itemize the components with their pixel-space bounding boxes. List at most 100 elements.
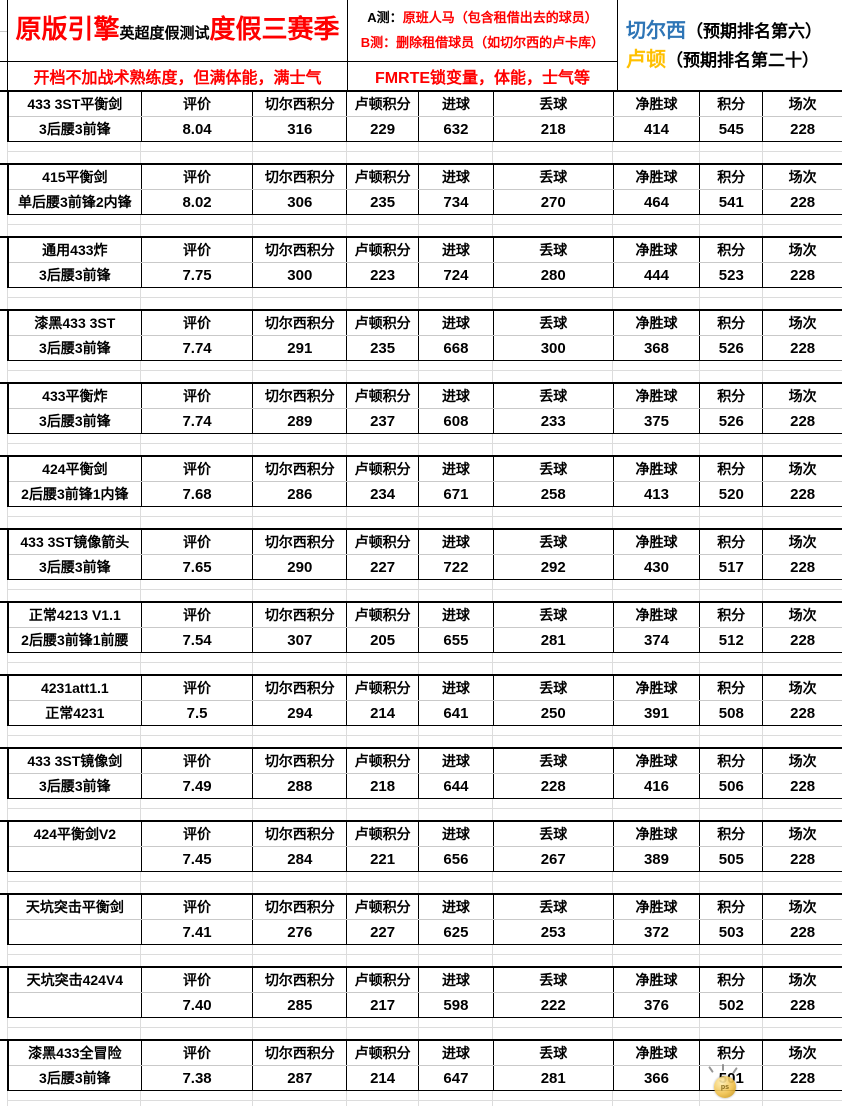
rating-cell[interactable]: 7.38 [142, 1066, 254, 1090]
chelsea-points-cell[interactable]: 276 [253, 920, 348, 944]
rating-cell[interactable]: 7.75 [142, 263, 254, 287]
luton-points-cell[interactable]: 235 [347, 190, 420, 214]
col-header-goal-diff[interactable]: 净胜球 [614, 822, 701, 846]
goal-diff-cell[interactable]: 389 [614, 847, 701, 871]
col-header-goals-for[interactable]: 进球 [419, 676, 494, 700]
goals-against-cell[interactable]: 228 [494, 774, 614, 798]
goals-for-cell[interactable]: 722 [419, 555, 494, 579]
points-cell[interactable]: 520 [700, 482, 764, 506]
goals-for-cell[interactable]: 655 [419, 628, 494, 652]
formation-cell[interactable]: 正常4231 [9, 701, 142, 725]
col-header-rating[interactable]: 评价 [142, 968, 254, 992]
col-header-points[interactable]: 积分 [700, 749, 764, 773]
col-header-matches[interactable]: 场次 [788, 1045, 817, 1061]
goals-against-cell[interactable]: 292 [494, 555, 614, 579]
col-header-luton-points[interactable]: 卢顿积分 [347, 676, 420, 700]
col-header-matches[interactable]: 场次 [788, 826, 817, 842]
points-cell[interactable]: 503 [700, 920, 764, 944]
col-header-matches[interactable]: 场次 [788, 680, 817, 696]
col-header-rating[interactable]: 评价 [142, 92, 254, 116]
col-header-matches[interactable]: 场次 [788, 899, 817, 915]
col-header-chelsea-points[interactable]: 切尔西积分 [253, 603, 348, 627]
col-header-rating[interactable]: 评价 [142, 895, 254, 919]
goal-diff-cell[interactable]: 464 [614, 190, 701, 214]
matches-cell[interactable]: 228 [790, 1069, 816, 1087]
col-header-rating[interactable]: 评价 [142, 311, 254, 335]
col-header-points[interactable]: 积分 [700, 457, 764, 481]
col-header-matches[interactable]: 场次 [788, 972, 817, 988]
chelsea-points-cell[interactable]: 294 [253, 701, 348, 725]
tactic-name-cell[interactable]: 4231att1.1 [9, 676, 142, 700]
goals-for-cell[interactable]: 641 [419, 701, 494, 725]
title-cell[interactable]: 原版引擎 英超度假测试 度假三赛季 [8, 0, 347, 61]
chelsea-points-cell[interactable]: 286 [253, 482, 348, 506]
col-header-points[interactable]: 积分 [700, 1041, 764, 1065]
col-header-matches[interactable]: 场次 [788, 169, 817, 185]
chelsea-points-cell[interactable]: 306 [253, 190, 348, 214]
goals-against-cell[interactable]: 222 [494, 993, 614, 1017]
chelsea-points-cell[interactable]: 288 [253, 774, 348, 798]
points-cell[interactable]: 508 [700, 701, 764, 725]
goal-diff-cell[interactable]: 372 [614, 920, 701, 944]
points-cell[interactable]: 526 [700, 409, 764, 433]
col-header-points[interactable]: 积分 [700, 676, 764, 700]
luton-points-cell[interactable]: 234 [347, 482, 420, 506]
col-header-matches[interactable]: 场次 [788, 461, 817, 477]
col-header-goals-for[interactable]: 进球 [419, 1041, 494, 1065]
luton-points-cell[interactable]: 235 [347, 336, 420, 360]
col-header-goals-for[interactable]: 进球 [419, 530, 494, 554]
col-header-goal-diff[interactable]: 净胜球 [614, 530, 701, 554]
col-header-luton-points[interactable]: 卢顿积分 [347, 603, 420, 627]
goals-against-cell[interactable]: 258 [494, 482, 614, 506]
col-header-luton-points[interactable]: 卢顿积分 [347, 311, 420, 335]
matches-cell[interactable]: 228 [790, 120, 816, 138]
col-header-goals-for[interactable]: 进球 [419, 384, 494, 408]
points-cell[interactable]: 541 [700, 190, 764, 214]
col-header-goals-for[interactable]: 进球 [419, 603, 494, 627]
rating-cell[interactable]: 7.49 [142, 774, 254, 798]
formation-cell[interactable]: 单后腰3前锋2内锋 [9, 190, 142, 214]
goal-diff-cell[interactable]: 366 [614, 1066, 701, 1090]
luton-points-cell[interactable]: 214 [347, 1066, 420, 1090]
col-header-chelsea-points[interactable]: 切尔西积分 [253, 238, 348, 262]
points-cell[interactable]: 545 [700, 117, 764, 141]
subtitle-left-cell[interactable]: 开档不加战术熟练度，但满体能，满士气 [8, 62, 347, 90]
col-header-points[interactable]: 积分 [700, 92, 764, 116]
col-header-luton-points[interactable]: 卢顿积分 [347, 92, 420, 116]
points-cell[interactable]: 526 [700, 336, 764, 360]
goal-diff-cell[interactable]: 375 [614, 409, 701, 433]
goals-against-cell[interactable]: 280 [494, 263, 614, 287]
matches-cell[interactable]: 228 [790, 266, 816, 284]
col-header-goals-against[interactable]: 丢球 [494, 165, 614, 189]
chelsea-points-cell[interactable]: 284 [253, 847, 348, 871]
luton-points-cell[interactable]: 214 [347, 701, 420, 725]
goals-for-cell[interactable]: 647 [419, 1066, 494, 1090]
col-header-rating[interactable]: 评价 [142, 384, 254, 408]
col-header-goal-diff[interactable]: 净胜球 [614, 311, 701, 335]
col-header-luton-points[interactable]: 卢顿积分 [347, 457, 420, 481]
col-header-goal-diff[interactable]: 净胜球 [614, 1041, 701, 1065]
col-header-goal-diff[interactable]: 净胜球 [614, 676, 701, 700]
col-header-goals-for[interactable]: 进球 [419, 749, 494, 773]
col-header-rating[interactable]: 评价 [142, 1041, 254, 1065]
col-header-luton-points[interactable]: 卢顿积分 [347, 165, 420, 189]
tactic-name-cell[interactable]: 天坑突击424V4 [9, 968, 142, 992]
col-header-chelsea-points[interactable]: 切尔西积分 [253, 311, 348, 335]
chelsea-points-cell[interactable]: 287 [253, 1066, 348, 1090]
col-header-luton-points[interactable]: 卢顿积分 [347, 749, 420, 773]
matches-cell[interactable]: 228 [790, 996, 816, 1014]
formation-cell[interactable]: 2后腰3前锋1前腰 [9, 628, 142, 652]
matches-cell[interactable]: 228 [790, 558, 816, 576]
col-header-goals-for[interactable]: 进球 [419, 457, 494, 481]
col-header-matches[interactable]: 场次 [788, 96, 817, 112]
tactic-name-cell[interactable]: 433 3ST镜像剑 [9, 749, 142, 773]
tactic-name-cell[interactable]: 415平衡剑 [9, 165, 142, 189]
tactic-name-cell[interactable]: 漆黑433 3ST [9, 311, 142, 335]
rating-cell[interactable]: 7.74 [142, 409, 254, 433]
col-header-chelsea-points[interactable]: 切尔西积分 [253, 1041, 348, 1065]
col-header-luton-points[interactable]: 卢顿积分 [347, 384, 420, 408]
formation-cell[interactable] [9, 847, 142, 871]
goals-for-cell[interactable]: 734 [419, 190, 494, 214]
goals-for-cell[interactable]: 656 [419, 847, 494, 871]
col-header-chelsea-points[interactable]: 切尔西积分 [253, 749, 348, 773]
